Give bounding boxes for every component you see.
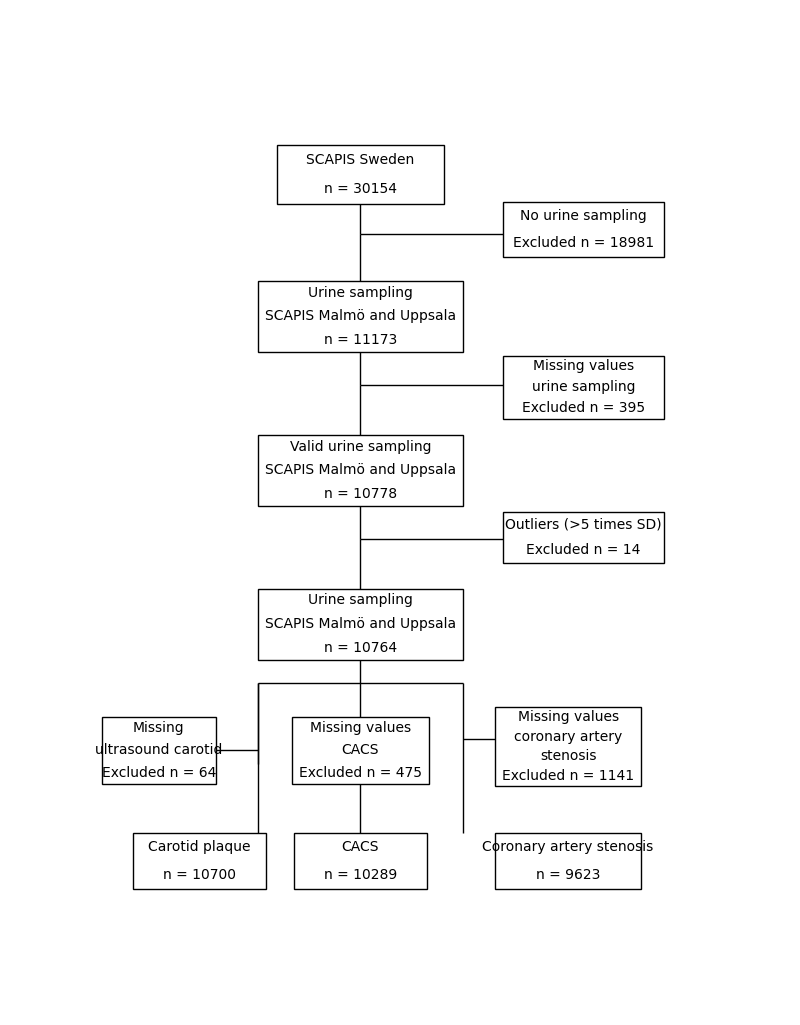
Text: Urine sampling: Urine sampling — [308, 593, 413, 608]
Text: SCAPIS Malmö and Uppsala: SCAPIS Malmö and Uppsala — [265, 617, 456, 631]
Text: Excluded n = 18981: Excluded n = 18981 — [513, 237, 654, 250]
Text: CACS: CACS — [342, 743, 379, 757]
Text: No urine sampling: No urine sampling — [520, 209, 647, 222]
FancyBboxPatch shape — [294, 833, 427, 889]
Text: n = 10764: n = 10764 — [324, 641, 397, 655]
Text: n = 30154: n = 30154 — [324, 182, 397, 196]
FancyBboxPatch shape — [503, 356, 664, 419]
Text: Coronary artery stenosis: Coronary artery stenosis — [482, 840, 654, 854]
Text: Carotid plaque: Carotid plaque — [148, 840, 250, 854]
FancyBboxPatch shape — [503, 202, 664, 257]
Text: n = 10700: n = 10700 — [162, 868, 236, 882]
FancyBboxPatch shape — [258, 435, 462, 505]
FancyBboxPatch shape — [133, 833, 266, 889]
Text: urine sampling: urine sampling — [532, 380, 635, 395]
Text: Missing values: Missing values — [518, 710, 618, 724]
FancyBboxPatch shape — [495, 833, 641, 889]
Text: Excluded n = 64: Excluded n = 64 — [102, 766, 216, 780]
Text: ultrasound carotid: ultrasound carotid — [95, 743, 222, 757]
Text: Outliers (>5 times SD): Outliers (>5 times SD) — [506, 518, 662, 532]
Text: Missing values: Missing values — [310, 722, 411, 735]
FancyBboxPatch shape — [277, 145, 444, 204]
Text: CACS: CACS — [342, 840, 379, 854]
Text: Excluded n = 1141: Excluded n = 1141 — [502, 769, 634, 783]
Text: Excluded n = 395: Excluded n = 395 — [522, 402, 645, 415]
FancyBboxPatch shape — [258, 588, 462, 660]
Text: n = 11173: n = 11173 — [324, 333, 397, 347]
FancyBboxPatch shape — [102, 716, 216, 784]
Text: coronary artery: coronary artery — [514, 730, 622, 744]
Text: Missing: Missing — [133, 722, 185, 735]
Text: SCAPIS Sweden: SCAPIS Sweden — [306, 153, 414, 166]
Text: n = 10289: n = 10289 — [324, 868, 397, 882]
FancyBboxPatch shape — [292, 716, 429, 784]
Text: Excluded n = 14: Excluded n = 14 — [526, 543, 641, 558]
Text: SCAPIS Malmö and Uppsala: SCAPIS Malmö and Uppsala — [265, 310, 456, 323]
FancyBboxPatch shape — [503, 511, 664, 563]
Text: Valid urine sampling: Valid urine sampling — [290, 440, 431, 454]
Text: Urine sampling: Urine sampling — [308, 286, 413, 299]
FancyBboxPatch shape — [495, 707, 641, 786]
Text: n = 10778: n = 10778 — [324, 487, 397, 501]
Text: stenosis: stenosis — [540, 749, 596, 764]
Text: Missing values: Missing values — [533, 360, 634, 373]
Text: n = 9623: n = 9623 — [536, 868, 600, 882]
FancyBboxPatch shape — [258, 281, 462, 352]
Text: SCAPIS Malmö and Uppsala: SCAPIS Malmö and Uppsala — [265, 463, 456, 478]
Text: Excluded n = 475: Excluded n = 475 — [299, 766, 422, 780]
